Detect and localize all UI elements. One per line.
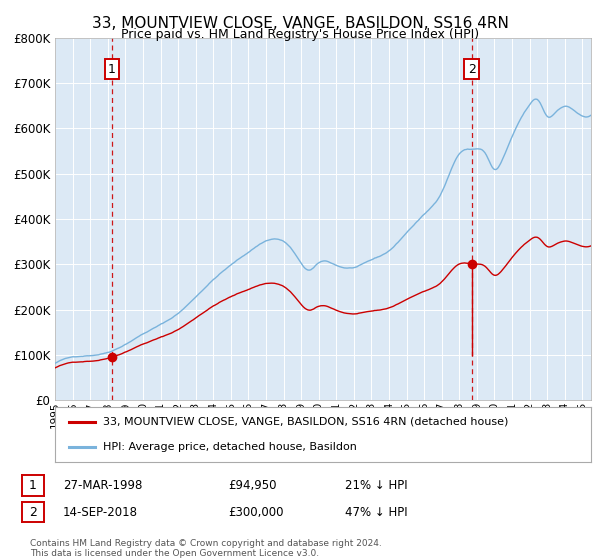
Text: HPI: Average price, detached house, Basildon: HPI: Average price, detached house, Basi… — [103, 442, 357, 452]
Text: 1: 1 — [29, 479, 37, 492]
Text: 47% ↓ HPI: 47% ↓ HPI — [345, 506, 407, 519]
Text: 2: 2 — [29, 506, 37, 519]
Text: £300,000: £300,000 — [228, 506, 284, 519]
Text: 21% ↓ HPI: 21% ↓ HPI — [345, 479, 407, 492]
Text: 33, MOUNTVIEW CLOSE, VANGE, BASILDON, SS16 4RN: 33, MOUNTVIEW CLOSE, VANGE, BASILDON, SS… — [92, 16, 508, 31]
Text: 27-MAR-1998: 27-MAR-1998 — [63, 479, 142, 492]
Text: Contains HM Land Registry data © Crown copyright and database right 2024.
This d: Contains HM Land Registry data © Crown c… — [30, 539, 382, 558]
Text: 1: 1 — [108, 63, 116, 76]
Text: Price paid vs. HM Land Registry's House Price Index (HPI): Price paid vs. HM Land Registry's House … — [121, 28, 479, 41]
Text: 2: 2 — [468, 63, 476, 76]
Text: £94,950: £94,950 — [228, 479, 277, 492]
Text: 14-SEP-2018: 14-SEP-2018 — [63, 506, 138, 519]
Text: 33, MOUNTVIEW CLOSE, VANGE, BASILDON, SS16 4RN (detached house): 33, MOUNTVIEW CLOSE, VANGE, BASILDON, SS… — [103, 417, 509, 427]
